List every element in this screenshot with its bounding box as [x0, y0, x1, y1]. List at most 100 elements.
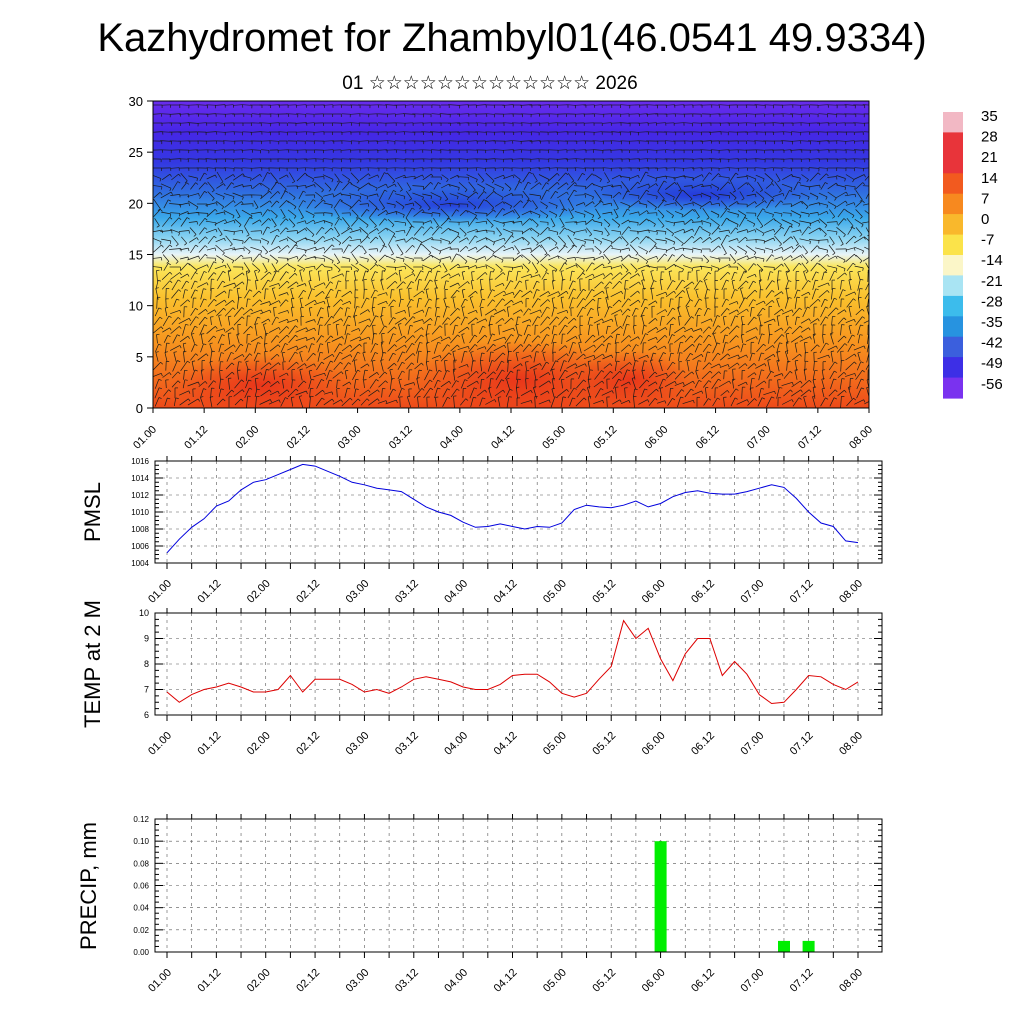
- wind-barb: [313, 131, 325, 133]
- wind-barb-flag: [158, 397, 162, 399]
- wind-barb-flag: [319, 351, 324, 354]
- wind-barb: [532, 316, 538, 326]
- wind-barb-flag: [501, 360, 505, 363]
- wind-barb-flag: [785, 350, 789, 352]
- wind-barb-flag: [599, 251, 602, 255]
- wind-barb: [638, 354, 648, 360]
- wind-barb-flag: [627, 208, 630, 211]
- wind-barb: [262, 245, 268, 253]
- wind-barb-flag: [338, 289, 342, 292]
- wind-barb: [712, 352, 718, 362]
- wind-barb-flag: [736, 224, 739, 228]
- wind-barb: [550, 218, 556, 226]
- wind-barb: [287, 361, 297, 371]
- wind-barb: [387, 218, 395, 226]
- wind-barb: [269, 344, 279, 352]
- wind-barb-flag: [707, 289, 711, 291]
- wind-barb-flag: [492, 242, 495, 246]
- wind-barb: [299, 298, 303, 308]
- wind-barb-flag: [394, 326, 397, 330]
- wind-barb-flag: [633, 351, 637, 354]
- wind-barb-flag: [717, 227, 721, 230]
- wind-barb-flag: [656, 196, 658, 200]
- wind-barb-flag: [456, 388, 460, 391]
- wind-barb: [170, 194, 180, 196]
- wind-barb: [737, 245, 747, 253]
- wind-barb: [522, 171, 530, 183]
- wind-barb: [191, 361, 195, 371]
- wind-barb-flag: [358, 199, 362, 203]
- wind-barb: [251, 372, 261, 378]
- wind-barb-flag: [380, 359, 384, 361]
- wind-barb: [511, 236, 523, 244]
- wind-barb: [369, 315, 377, 327]
- wind-barb: [747, 316, 755, 326]
- wind-barb: [334, 226, 340, 236]
- wind-barb-flag: [718, 203, 720, 207]
- wind-barb: [568, 208, 574, 218]
- wind-barb-flag: [185, 323, 189, 326]
- wind-barb-flag: [816, 196, 819, 200]
- wind-barb: [450, 307, 458, 317]
- wind-barb: [541, 361, 547, 371]
- wind-barb: [214, 104, 226, 106]
- wind-barb: [260, 271, 270, 281]
- wind-barb-flag: [672, 280, 676, 283]
- wind-barb: [242, 185, 252, 187]
- wind-barb-flag: [777, 351, 781, 353]
- wind-barb-flag: [614, 314, 618, 316]
- wind-barb: [558, 245, 566, 253]
- wind-barb-flag: [457, 232, 460, 236]
- wind-barb-flag: [400, 253, 404, 256]
- wind-barb: [640, 298, 646, 308]
- wind-barb: [422, 193, 432, 197]
- wind-barb-flag: [412, 259, 414, 263]
- wind-barb-flag: [220, 388, 224, 390]
- wind-barb: [521, 355, 531, 359]
- wind-barb: [425, 307, 429, 317]
- wind-barb-flag: [734, 271, 738, 274]
- wind-barb-flag: [727, 353, 731, 357]
- wind-barb: [575, 256, 585, 260]
- wind-barb: [629, 281, 639, 289]
- wind-barb: [333, 352, 341, 362]
- wind-barb: [790, 113, 802, 115]
- wind-barb: [405, 207, 413, 219]
- wind-barb: [279, 326, 287, 334]
- wind-barb: [467, 200, 477, 208]
- wind-barb: [397, 362, 403, 370]
- wind-barb: [736, 176, 748, 178]
- wind-barb-flag: [303, 380, 307, 384]
- wind-barb-flag: [277, 228, 280, 232]
- wind-barb: [190, 353, 196, 361]
- wind-barb: [593, 263, 603, 271]
- wind-barb: [648, 245, 656, 253]
- wind-barb-flag: [548, 399, 551, 403]
- wind-barb-flag: [512, 292, 515, 296]
- wind-barb-flag: [194, 369, 198, 372]
- wind-barb: [504, 299, 512, 307]
- wind-barb: [781, 219, 793, 225]
- wind-barb: [479, 360, 483, 372]
- wind-barb: [764, 173, 774, 181]
- wind-barb-flag: [259, 253, 262, 256]
- wind-barb: [254, 270, 258, 282]
- wind-barb: [251, 263, 261, 271]
- wind-barb: [416, 378, 420, 390]
- wind-barb: [170, 217, 180, 227]
- wind-barb: [686, 360, 690, 372]
- wind-barb: [335, 280, 339, 290]
- wind-barb: [263, 369, 267, 381]
- wind-barb: [548, 236, 558, 244]
- wind-barb-flag: [390, 253, 394, 256]
- wind-barb-flag: [437, 206, 440, 210]
- wind-barb: [763, 218, 775, 226]
- wind-barb-flag: [356, 269, 359, 273]
- wind-barb: [488, 387, 492, 399]
- wind-barb: [612, 191, 620, 199]
- wind-barb-flag: [528, 308, 532, 311]
- wind-barb-flag: [592, 201, 595, 205]
- wind-barb-flag: [341, 336, 344, 340]
- wind-barb: [154, 397, 160, 407]
- wind-barb-flag: [501, 259, 504, 263]
